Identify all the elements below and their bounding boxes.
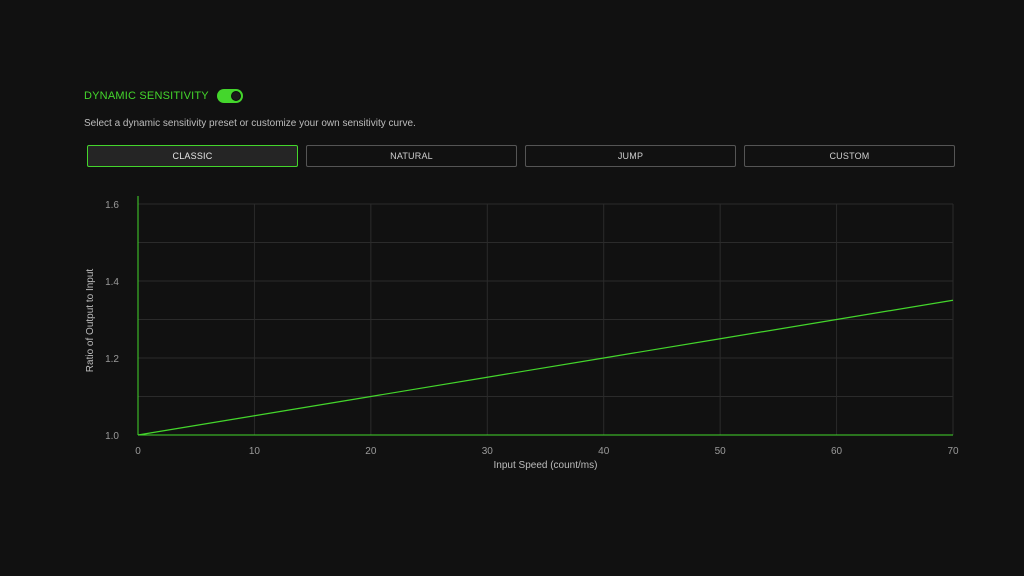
dynamic-sensitivity-title: DYNAMIC SENSITIVITY xyxy=(84,90,209,102)
sensitivity-curve-line[interactable] xyxy=(137,299,954,436)
description-text: Select a dynamic sensitivity preset or c… xyxy=(84,118,416,129)
preset-custom-button[interactable]: CUSTOM xyxy=(744,145,955,167)
y-tick-label: 1.0 xyxy=(105,431,119,442)
x-tick-label: 20 xyxy=(365,446,377,457)
x-tick-label: 0 xyxy=(135,446,141,457)
chart-grid xyxy=(137,203,954,436)
y-axis-title: Ratio of Output to Input xyxy=(85,269,96,373)
dynamic-sensitivity-toggle[interactable] xyxy=(216,89,243,103)
y-tick-label: 1.4 xyxy=(105,277,119,288)
x-tick-label: 30 xyxy=(482,446,494,457)
y-tick-labels: 1.0 1.2 1.4 1.6 xyxy=(105,200,119,442)
toggle-knob xyxy=(230,91,241,101)
x-tick-label: 70 xyxy=(947,446,959,457)
chart-axes xyxy=(137,196,953,436)
dynamic-sensitivity-header: DYNAMIC SENSITIVITY xyxy=(84,89,243,103)
x-tick-label: 10 xyxy=(249,446,261,457)
chart-series xyxy=(137,299,954,436)
preset-buttons: CLASSIC NATURAL JUMP CUSTOM xyxy=(87,145,955,167)
x-tick-label: 40 xyxy=(598,446,610,457)
y-tick-label: 1.6 xyxy=(105,200,119,211)
preset-natural-button[interactable]: NATURAL xyxy=(306,145,517,167)
x-tick-label: 60 xyxy=(831,446,843,457)
preset-classic-button[interactable]: CLASSIC xyxy=(87,145,298,167)
x-axis-title: Input Speed (count/ms) xyxy=(494,460,598,471)
x-tick-labels: 0 10 20 30 40 50 60 70 xyxy=(135,446,959,457)
preset-jump-button[interactable]: JUMP xyxy=(525,145,736,167)
y-tick-label: 1.2 xyxy=(105,354,119,365)
x-tick-label: 50 xyxy=(715,446,727,457)
